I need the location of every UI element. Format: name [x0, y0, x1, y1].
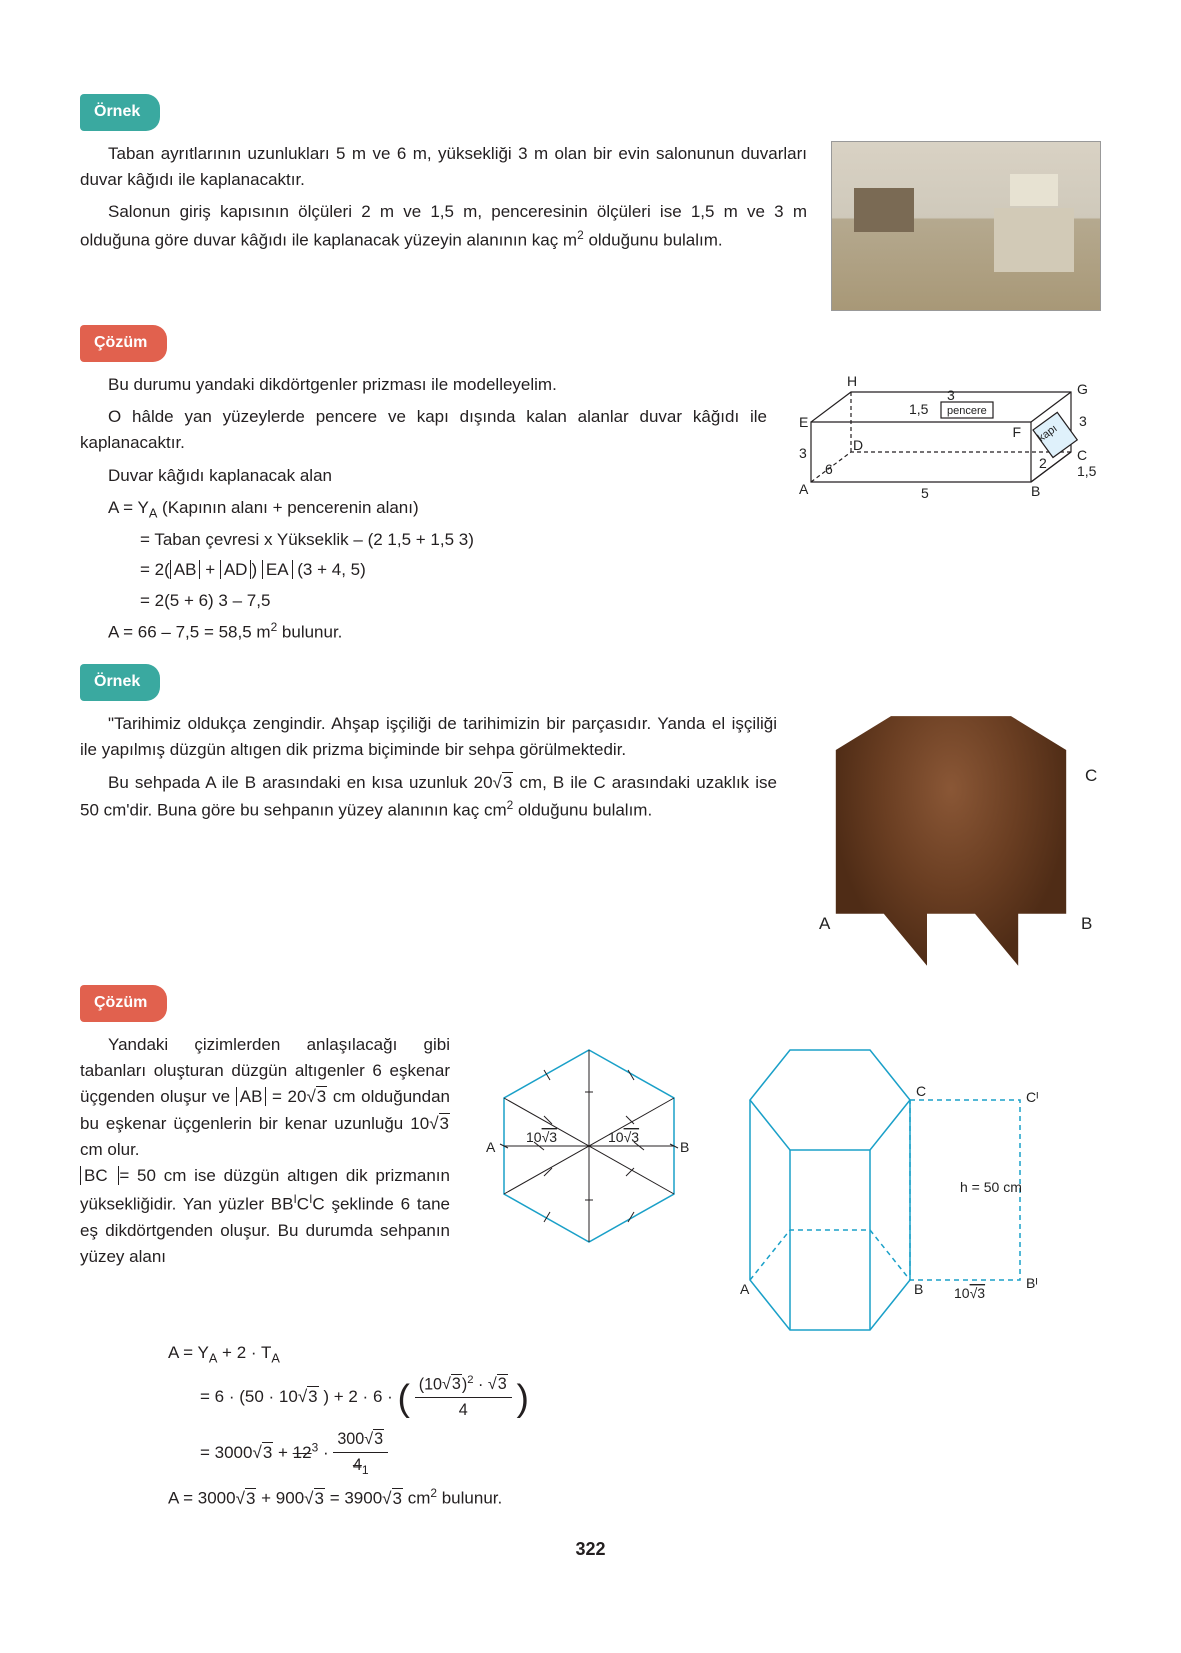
svg-text:10√3: 10√3	[526, 1129, 557, 1145]
s2-m2: = Taban çevresi x Yükseklik – (2 1,5 + 1…	[80, 527, 767, 553]
svg-text:1,5: 1,5	[909, 401, 929, 417]
svg-text:1,5: 1,5	[1077, 463, 1097, 479]
s1-p1: Taban ayrıtlarının uzunlukları 5 m ve 6 …	[80, 141, 807, 194]
svg-text:3: 3	[1079, 413, 1087, 429]
svg-text:D: D	[853, 437, 863, 453]
s1-p2: Salonun giriş kapısının ölçüleri 2 m ve …	[80, 199, 807, 253]
svg-text:G: G	[1077, 381, 1088, 397]
s2-p1: Bu durumu yandaki dikdörtgenler prizması…	[80, 372, 767, 398]
svg-text:6: 6	[825, 461, 833, 477]
svg-text:10√3: 10√3	[954, 1285, 985, 1301]
s4-p1: Yandaki çizimlerden anlaşılacağı gibi ta…	[80, 1032, 450, 1164]
page-number: 322	[80, 1536, 1101, 1564]
row-ornek2: "Tarihimiz oldukça zengindir. Ahşap işçi…	[80, 711, 1101, 971]
svg-text:F: F	[1012, 424, 1021, 440]
room-photo	[831, 141, 1101, 311]
svg-text:B: B	[680, 1139, 689, 1155]
tag-cozum-1: Çözüm	[80, 325, 167, 362]
svg-text:A: A	[799, 481, 809, 497]
s4-p2: BC = 50 cm ise düzgün altıgen dik prizma…	[80, 1163, 450, 1270]
svg-text:2: 2	[1039, 455, 1047, 471]
svg-text:Bᴵ: Bᴵ	[1026, 1275, 1038, 1291]
s4-m1: A = YA + 2 · TA	[140, 1340, 1101, 1368]
hexagon-diagram: A B 10√3 10√3	[474, 1032, 704, 1262]
svg-text:C: C	[1077, 447, 1087, 463]
hex-label-c: C	[1085, 763, 1097, 789]
svg-text:3: 3	[799, 445, 807, 461]
row-ornek1: Taban ayrıtlarının uzunlukları 5 m ve 6 …	[80, 141, 1101, 311]
s2-m4: = 2(5 + 6) 3 – 7,5	[80, 588, 767, 614]
svg-text:B: B	[1031, 483, 1040, 499]
s4-m4: A = 30003 + 9003 = 39003 cm2 bulunur.	[140, 1484, 1101, 1512]
svg-text:Cᴵ: Cᴵ	[1026, 1089, 1038, 1105]
s4-m3: = 30003 + 123 · 3003 41	[140, 1427, 1101, 1480]
s2-m3: = 2(AB + AD) EA (3 + 4, 5)	[80, 557, 767, 583]
s4-m2: = 6 · (50 · 103 ) + 2 · 6 · ( (103)2 · 3…	[140, 1372, 1101, 1423]
row-cozum1: Bu durumu yandaki dikdörtgenler prizması…	[80, 372, 1101, 651]
svg-text:C: C	[916, 1083, 926, 1099]
svg-text:10√3: 10√3	[608, 1129, 639, 1145]
s1-p2b: olduğunu bulalım.	[584, 230, 723, 249]
svg-text:B: B	[914, 1281, 923, 1297]
tag-cozum-2: Çözüm	[80, 985, 167, 1022]
svg-text:H: H	[847, 373, 857, 389]
svg-text:h = 50 cm: h = 50 cm	[960, 1179, 1022, 1195]
hex-prism-diagram: C Cᴵ A B Bᴵ h = 50 cm 10√3	[720, 1032, 1060, 1332]
svg-text:A: A	[486, 1139, 496, 1155]
hex-table-photo	[831, 711, 1071, 971]
svg-text:pencere: pencere	[947, 405, 987, 417]
s3-p1: "Tarihimiz oldukça zengindir. Ahşap işçi…	[80, 711, 777, 764]
svg-text:5: 5	[921, 485, 929, 501]
tag-ornek-2: Örnek	[80, 664, 160, 701]
s2-m1: A = YA (Kapının alanı + pencerenin alanı…	[80, 495, 767, 523]
tag-ornek-1: Örnek	[80, 94, 160, 131]
hex-label-b: B	[1081, 911, 1092, 937]
hex-label-a: A	[819, 911, 830, 937]
s3-p2: Bu sehpada A ile B arasındaki en kısa uz…	[80, 770, 777, 824]
svg-text:E: E	[799, 414, 808, 430]
svg-text:A: A	[740, 1281, 750, 1297]
s2-p3: Duvar kâğıdı kaplanacak alan	[80, 463, 767, 489]
s2-m5: A = 66 – 7,5 = 58,5 m2 bulunur.	[80, 618, 767, 646]
svg-text:3: 3	[947, 387, 955, 403]
row-cozum2: Yandaki çizimlerden anlaşılacağı gibi ta…	[80, 1032, 1101, 1332]
prism-diagram: E H G F D C A B 3 3 6 5 3 1,5 1,5 2 penc…	[791, 372, 1101, 522]
s2-p2: O hâlde yan yüzeylerde pencere ve kapı d…	[80, 404, 767, 457]
